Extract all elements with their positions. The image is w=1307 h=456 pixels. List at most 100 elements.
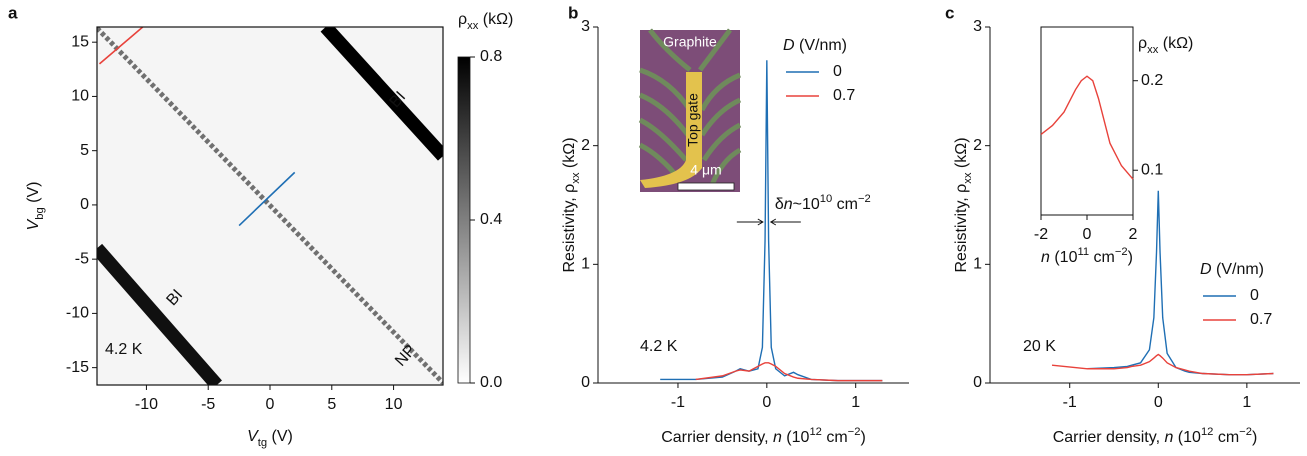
annotation: 4.2 K xyxy=(105,341,143,358)
inset-x-label-part: −2 xyxy=(1115,246,1128,258)
legend-label: 0 xyxy=(833,63,842,80)
legend-title-part: D xyxy=(783,37,795,54)
y-tick-label: 10 xyxy=(71,88,89,105)
inset-y-label-part: ρ xyxy=(1138,35,1147,52)
y-tick-label: 2 xyxy=(973,137,982,154)
x-tick-label: 0 xyxy=(1154,394,1163,411)
x-axis-label-part: V xyxy=(247,428,259,445)
inset-y-label-part: xx xyxy=(1147,44,1159,56)
y-tick-label: 3 xyxy=(973,18,982,35)
colorbar-label-part: ρ xyxy=(458,11,467,28)
series-line xyxy=(1051,353,1274,376)
micrograph-gate xyxy=(640,72,702,188)
width-label-part: δ xyxy=(775,196,784,213)
x-tick-label: -5 xyxy=(201,396,215,413)
legend-label: 0.7 xyxy=(1250,311,1272,328)
colorbar-label-part: xx xyxy=(467,20,479,32)
heatmap-feature xyxy=(97,27,443,385)
y-tick-label: 15 xyxy=(71,33,89,50)
width-arrow xyxy=(736,218,801,226)
width-label-part: 10 xyxy=(820,193,832,205)
inset-y-label-part: (kΩ) xyxy=(1158,35,1193,52)
y-tick-label: 0.2 xyxy=(1141,72,1163,89)
y-tick-label: 2 xyxy=(581,137,590,154)
x-axis-label-part: Carrier density, xyxy=(1053,429,1165,446)
y-tick-label: 1 xyxy=(973,256,982,273)
colorbar-tick-label: 0.4 xyxy=(480,211,502,228)
x-tick-label: -10 xyxy=(135,396,158,413)
y-tick-label: -5 xyxy=(75,250,89,267)
inset-line xyxy=(1040,75,1134,180)
y-tick-label: -15 xyxy=(66,359,89,376)
y-axis-label-part: xx xyxy=(962,172,974,184)
heatmap-feature xyxy=(97,243,222,385)
x-axis-label-part: −2 xyxy=(848,426,861,438)
colorbar-tick-label: 0.0 xyxy=(480,374,502,391)
width-label-part: n xyxy=(784,196,793,213)
colorbar-label: ρxx (kΩ) xyxy=(458,11,513,32)
inset-x-label-part: 11 xyxy=(1077,246,1089,258)
y-axis-label-part: Resistivity, ρ xyxy=(561,184,578,273)
y-tick-label: 5 xyxy=(80,142,89,159)
x-tick-label: -1 xyxy=(1063,394,1077,411)
heatmap-feature xyxy=(320,27,443,161)
x-axis-label-part: cm xyxy=(822,429,848,446)
y-tick-label: 3 xyxy=(581,18,590,35)
y-axis-label-part: (V) xyxy=(25,182,42,208)
x-axis-label-part: ) xyxy=(1252,429,1257,446)
y-tick-label: 0 xyxy=(973,374,982,391)
x-axis-label-part: cm xyxy=(1213,429,1239,446)
micrograph: Graphite Top gate 4 μm xyxy=(638,28,742,192)
inset-y-label: ρxx (kΩ) xyxy=(1138,35,1193,56)
y-tick-label: -10 xyxy=(66,305,89,322)
y-axis-label: Resistivity, ρxx (kΩ) xyxy=(561,137,582,272)
legend-label: 0 xyxy=(1250,287,1259,304)
width-label-part: −2 xyxy=(858,193,871,205)
x-axis-label-part: Carrier density, xyxy=(661,429,773,446)
cut-line xyxy=(238,171,296,227)
x-axis-label-part: n xyxy=(1164,429,1173,446)
x-tick-label: 10 xyxy=(385,396,403,413)
annotation: 4.2 K xyxy=(640,338,678,355)
width-label-part: ~10 xyxy=(793,196,820,213)
y-tick-label: 0 xyxy=(80,196,89,213)
series-line xyxy=(695,362,883,382)
x-axis-label: Carrier density, n (1012 cm−2) xyxy=(661,426,866,446)
y-tick-label: 0.1 xyxy=(1141,161,1163,178)
cut-line xyxy=(98,27,144,65)
x-tick-label: 2 xyxy=(1129,226,1138,243)
legend-title-part: (V/nm) xyxy=(795,37,847,54)
legend-title: D (V/nm) xyxy=(1200,261,1264,278)
x-tick-label: -2 xyxy=(1034,226,1048,243)
x-axis-label-part: ) xyxy=(860,429,865,446)
x-axis-label: Vtg (V) xyxy=(247,428,293,449)
x-axis-label-part: (10 xyxy=(782,429,810,446)
colorbar-label-part: (kΩ) xyxy=(478,11,513,28)
panel-letter: a xyxy=(8,3,18,22)
inset-label: Top gate xyxy=(685,93,701,147)
inset-x-label-part: cm xyxy=(1089,249,1115,266)
legend-label: 0.7 xyxy=(833,87,855,104)
width-label-part: cm xyxy=(832,196,858,213)
x-tick-label: 0 xyxy=(762,394,771,411)
inset-x-label-part: (10 xyxy=(1050,249,1078,266)
x-axis-label-part: 12 xyxy=(809,426,821,438)
x-tick-label: -1 xyxy=(671,394,685,411)
y-axis-label-part: (kΩ) xyxy=(953,137,970,172)
x-axis-label-part: 12 xyxy=(1201,426,1213,438)
series-line xyxy=(1087,190,1274,376)
y-axis-label-part: bg xyxy=(34,207,46,219)
legend-title-part: (V/nm) xyxy=(1212,261,1264,278)
inset-x-label: n (1011 cm−2) xyxy=(1041,246,1133,266)
inset-x-label-part: ) xyxy=(1128,249,1133,266)
x-tick-label: 1 xyxy=(1242,394,1251,411)
legend-title: D (V/nm) xyxy=(783,37,847,54)
panel-letter: b xyxy=(568,3,578,22)
inset-x-label-part: n xyxy=(1041,249,1050,266)
y-axis-label-part: (kΩ) xyxy=(561,137,578,172)
annotation: 20 K xyxy=(1023,338,1056,355)
y-tick-label: 1 xyxy=(581,256,590,273)
x-axis-label-part: tg xyxy=(258,437,267,449)
scale-bar xyxy=(677,182,735,191)
